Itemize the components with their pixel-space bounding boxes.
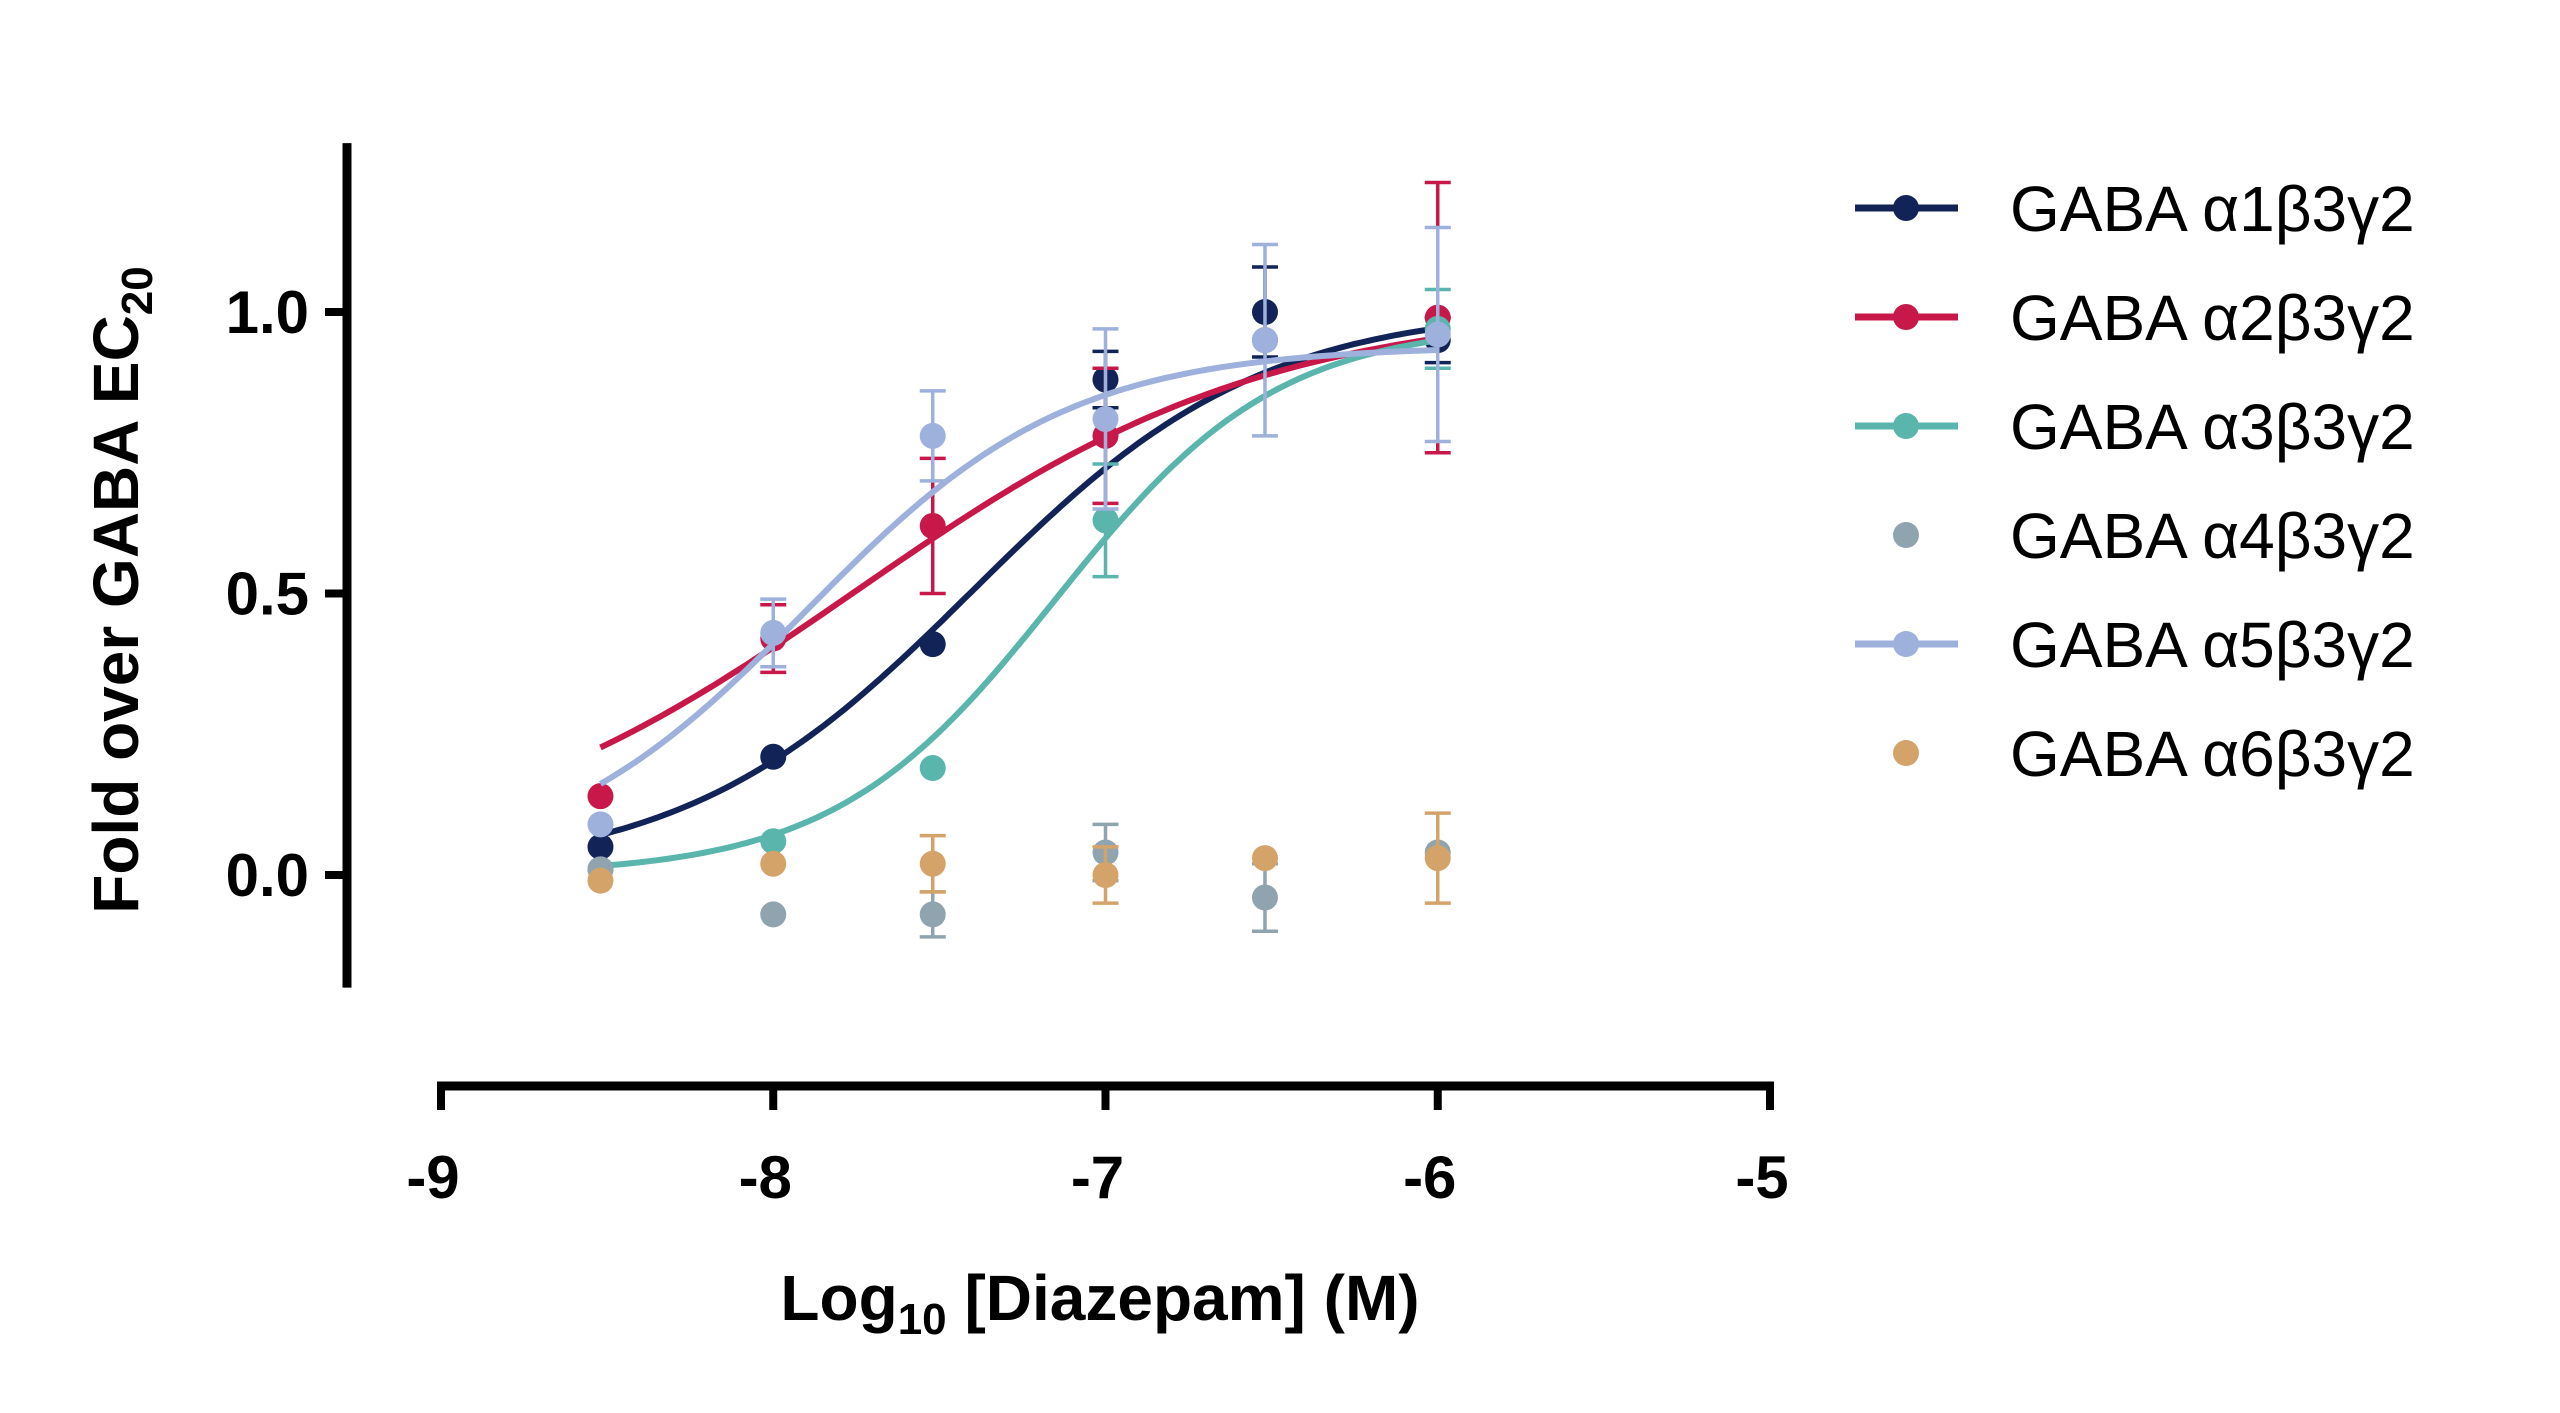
data-point [760,619,787,646]
legend-label: GABA α4β3γ2 [2010,500,2415,572]
data-point [587,833,614,860]
series-4 [587,822,1451,939]
data-point [760,743,787,770]
legend-label: GABA α6β3γ2 [2010,718,2415,790]
x-tick-label: -9 [406,1144,459,1211]
y-axis-title: Fold over GABA EC20 [80,266,162,914]
data-point [919,422,946,449]
data-point [919,901,946,928]
x-tick-label: -5 [1735,1144,1788,1211]
x-tick-labels: -9 -8 -7 -6 -5 [406,1144,1788,1211]
legend-item-2: GABA α2β3γ2 [1855,282,2415,354]
data-point [919,850,946,877]
data-point [587,783,614,810]
legend-marker [1893,413,1919,439]
legend-marker [1893,304,1919,330]
legend-marker [1893,195,1919,221]
legend-item-4: GABA α4β3γ2 [1893,500,2415,572]
legend-item-5: GABA α5β3γ2 [1855,609,2415,681]
data-point [1251,884,1278,911]
legend-item-1: GABA α1β3γ2 [1855,173,2415,245]
data-point [1092,862,1119,888]
series-5 [587,225,1451,838]
data-point [760,901,787,928]
legend-item-3: GABA α3β3γ2 [1855,391,2415,463]
x-axis-title: Log10 [Diazepam] (M) [780,1262,1419,1344]
series-layer [587,180,1451,939]
data-point [587,867,614,894]
legend-marker [1893,740,1919,766]
legend-marker [1893,631,1919,657]
y-tick-label: 0.5 [226,561,309,628]
fit-curve [599,325,1439,838]
data-point [1092,507,1119,534]
legend-label: GABA α5β3γ2 [2010,609,2415,681]
y-tick-label: 1.0 [226,279,309,346]
data-point [1251,845,1278,872]
data-point [587,811,614,838]
legend: GABA α1β3γ2 GABA α2β3γ2 GABA α3β3γ2 GABA α4… [1855,173,2415,790]
x-tick-label: -7 [1071,1144,1124,1211]
fit-curve [600,337,1439,869]
series-2 [587,180,1451,810]
legend-item-6: GABA α6β3γ2 [1893,718,2415,790]
fit-curve [598,347,1438,787]
data-point [1424,845,1451,872]
data-point [760,828,787,855]
legend-label: GABA α2β3γ2 [2010,282,2415,354]
data-point [919,755,946,782]
data-point [1251,327,1278,354]
legend-marker [1893,522,1919,548]
legend-label: GABA α1β3γ2 [2010,173,2415,245]
data-point [1092,405,1119,432]
data-point [919,631,946,658]
data-point [760,850,787,877]
data-point [1424,321,1451,348]
fit-curve [599,335,1439,751]
x-tick-label: -8 [739,1144,792,1211]
series-6 [587,811,1451,905]
legend-label: GABA α3β3γ2 [2010,391,2415,463]
axes [325,143,1774,1110]
data-point [919,512,946,539]
y-tick-labels: 0.0 0.5 1.0 [226,279,309,909]
y-tick-label: 0.0 [226,842,309,909]
x-tick-label: -6 [1403,1144,1456,1211]
